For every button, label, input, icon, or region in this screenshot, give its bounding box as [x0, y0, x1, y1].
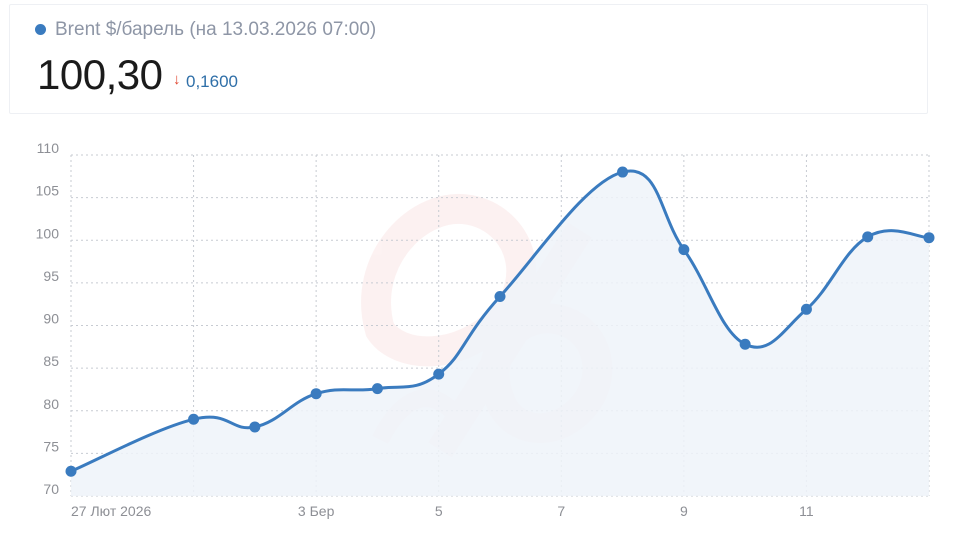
y-tick-label: 110 — [37, 140, 60, 156]
y-tick-label: 70 — [43, 481, 59, 497]
data-point[interactable] — [371, 383, 383, 395]
data-point[interactable] — [739, 338, 751, 350]
series-marker-dot — [35, 24, 46, 35]
instrument-title: Brent $/барель (на 13.03.2026 07:00) — [55, 19, 377, 40]
data-point[interactable] — [65, 465, 77, 477]
data-point[interactable] — [188, 413, 200, 425]
y-tick-label: 105 — [36, 183, 60, 199]
price-card: Brent $/барель (на 13.03.2026 07:00) 100… — [9, 4, 928, 114]
data-point[interactable] — [923, 232, 935, 244]
x-tick-label: 9 — [680, 503, 688, 519]
y-tick-label: 75 — [43, 438, 59, 454]
data-point[interactable] — [678, 244, 690, 256]
x-tick-label: 27 Лют 2026 — [71, 503, 152, 519]
y-tick-label: 80 — [43, 396, 59, 412]
y-tick-label: 85 — [43, 353, 59, 369]
series-area-fill — [71, 170, 929, 496]
price-change: 0,1600 — [186, 72, 238, 91]
y-tick-label: 100 — [36, 225, 60, 241]
data-point[interactable] — [310, 388, 322, 400]
data-point[interactable] — [617, 166, 629, 178]
current-price: 100,30 — [37, 51, 163, 98]
y-tick-label: 90 — [43, 311, 59, 327]
data-point[interactable] — [433, 368, 445, 380]
arrow-down-icon: ↓ — [173, 71, 181, 88]
data-point[interactable] — [862, 231, 874, 243]
x-tick-label: 11 — [799, 503, 814, 519]
x-tick-label: 5 — [435, 503, 443, 519]
y-tick-label: 95 — [43, 268, 59, 284]
x-tick-label: 3 Бер — [298, 503, 335, 519]
data-point[interactable] — [800, 303, 812, 315]
data-point[interactable] — [494, 291, 506, 303]
data-point[interactable] — [249, 421, 261, 433]
x-tick-label: 7 — [557, 503, 565, 519]
